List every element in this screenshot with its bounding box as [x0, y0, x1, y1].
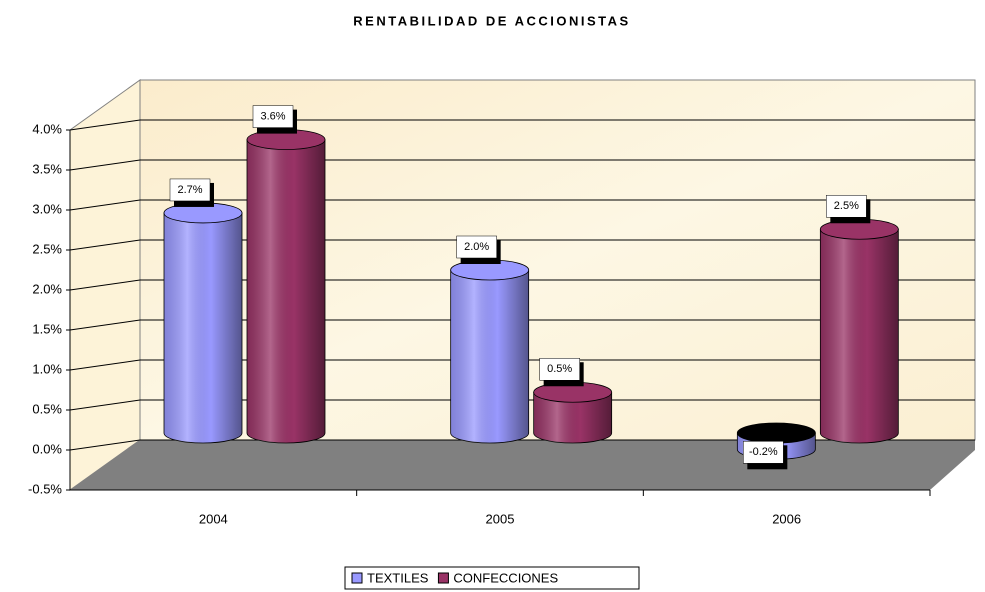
- x-tick-label: 2005: [486, 511, 515, 526]
- label-box: [539, 358, 580, 381]
- grid-line: [69, 119, 975, 131]
- bar-top: [736, 422, 816, 444]
- legend-label: TEXTILES: [367, 570, 429, 585]
- value-label: 3.6%: [260, 111, 285, 123]
- legend-box: [344, 566, 640, 590]
- legend-label: CONFECCIONES: [453, 570, 558, 585]
- legend-swatch: [351, 572, 363, 584]
- label-box: [252, 105, 294, 128]
- floor: [70, 440, 975, 490]
- grid-line: [69, 279, 975, 291]
- y-tick-label: 0.5%: [32, 401, 62, 416]
- x-tick-label: 2004: [199, 511, 228, 526]
- y-tick-label: 3.0%: [32, 201, 62, 216]
- value-label: 2.7%: [177, 184, 202, 196]
- y-tick-label: 3.5%: [32, 161, 62, 176]
- label-box: [743, 441, 784, 464]
- bar-shade: [533, 392, 612, 443]
- y-tick-label: -0.5%: [28, 481, 62, 496]
- bar-shade: [247, 139, 325, 443]
- y-tick-label: 1.5%: [32, 321, 62, 336]
- y-tick-label: 0.0%: [32, 441, 62, 456]
- grid-line: [69, 439, 975, 451]
- grid-line: [69, 319, 975, 331]
- y-tick-label: 4.0%: [32, 121, 62, 136]
- value-label: 2.0%: [464, 241, 489, 253]
- y-tick-label: 1.0%: [32, 361, 62, 376]
- y-tick-label: 2.0%: [32, 281, 62, 296]
- grid-line: [69, 199, 975, 211]
- label-box: [169, 178, 211, 202]
- grid-line: [69, 239, 975, 251]
- grid-line: [69, 359, 975, 371]
- grid-line: [69, 399, 975, 411]
- y-tick-label: 2.5%: [32, 241, 62, 256]
- value-label: 0.5%: [547, 363, 572, 375]
- grid-line: [69, 159, 975, 171]
- x-tick-label: 2006: [772, 511, 801, 526]
- grid: [69, 119, 975, 451]
- chart-title: RENTABILIDAD DE ACCIONISTAS: [353, 13, 630, 28]
- value-label: 2.5%: [834, 200, 859, 212]
- value-label: -0.2%: [749, 446, 778, 458]
- bar-shade: [450, 270, 529, 443]
- bar-shade: [820, 229, 899, 443]
- legend-swatch: [437, 572, 449, 584]
- label-box: [456, 235, 497, 259]
- bar-shade: [164, 212, 242, 443]
- label-box: [826, 195, 867, 218]
